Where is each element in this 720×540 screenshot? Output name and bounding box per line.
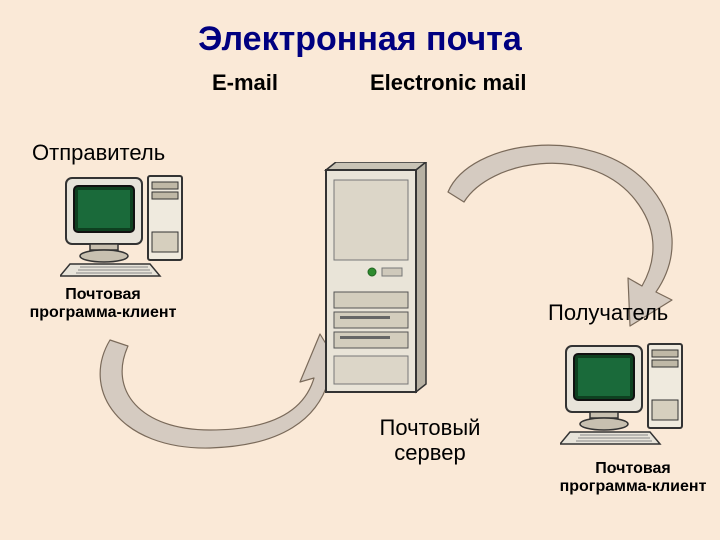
server-label: Почтовый сервер xyxy=(360,415,500,466)
subtitle-email: E-mail xyxy=(212,70,278,96)
recipient-client-line2: программа-клиент xyxy=(560,478,707,495)
sender-client-line2: программа-клиент xyxy=(30,304,177,321)
server-label-line1: Почтовый xyxy=(380,415,481,440)
recipient-computer-icon xyxy=(560,340,690,445)
sender-client-line1: Почтовая xyxy=(65,286,140,303)
arrow-sender-to-server xyxy=(80,330,350,470)
recipient-client-label: Почтовая программа-клиент xyxy=(548,460,718,497)
sender-label: Отправитель xyxy=(32,140,165,165)
sender-client-label: Почтовая программа-клиент xyxy=(18,286,188,323)
mail-server-icon xyxy=(318,162,433,397)
sender-computer-icon xyxy=(60,172,190,277)
server-label-line2: сервер xyxy=(394,440,465,465)
subtitle-electronic-mail: Electronic mail xyxy=(370,70,527,96)
page-title: Электронная почта xyxy=(0,20,720,59)
recipient-client-line1: Почтовая xyxy=(595,460,670,477)
recipient-label: Получатель xyxy=(548,300,668,325)
